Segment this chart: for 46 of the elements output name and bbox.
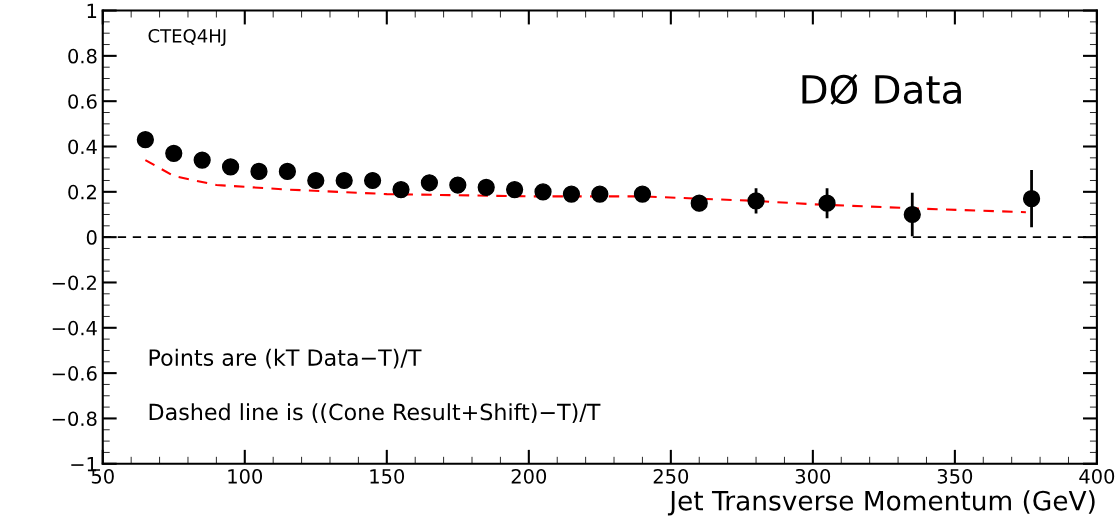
y-tick-label: 0.4 (68, 139, 97, 155)
x-tick-label: 300 (795, 468, 831, 484)
point (690, 194, 708, 212)
point (506, 180, 524, 199)
y-tick-label: 0 (86, 230, 97, 245)
point (477, 178, 495, 196)
x-axis-title: Jet Transverse Momentum (GeV) (667, 490, 1095, 516)
y-tick-label: 0.8 (68, 48, 97, 64)
point (250, 162, 268, 181)
y-tick-label: −0.4 (52, 320, 97, 336)
y-tick-label: 0.6 (68, 94, 97, 109)
x-tick-label: 100 (228, 468, 263, 484)
point (193, 151, 211, 169)
point (335, 171, 353, 190)
point (165, 144, 183, 162)
point (449, 176, 467, 194)
y-tick-label: −0.8 (52, 411, 97, 427)
x-tick-label: 250 (653, 468, 689, 484)
x-tick-label: 150 (370, 468, 405, 484)
y-tick-label: 1 (87, 3, 97, 18)
x-tick-label: 400 (1079, 468, 1115, 484)
point (136, 131, 154, 149)
point (534, 183, 552, 201)
point (221, 158, 240, 176)
annotation: Dashed line is ((Cone Result+Shift)−T)/T (149, 403, 601, 423)
annotation: CTEQ4HJ (148, 28, 226, 46)
y-tick-label: −0.2 (52, 275, 96, 291)
line-series (144, 159, 1027, 214)
annotation: DØ Data (802, 73, 961, 105)
point (420, 174, 439, 192)
point (818, 194, 836, 212)
point (307, 171, 325, 190)
y-tick-label: 0.2 (68, 184, 96, 200)
point (591, 185, 609, 203)
point (392, 180, 410, 199)
point (562, 185, 581, 203)
point (1022, 190, 1041, 208)
point (278, 162, 297, 181)
y-tick-label: −0.6 (52, 366, 97, 381)
annotation: Points are (kT Data−T)/T (149, 348, 422, 369)
point (633, 185, 652, 203)
x-tick-label: 350 (937, 468, 973, 484)
x-tick-label: 200 (511, 468, 547, 484)
point (903, 205, 921, 224)
point (363, 171, 382, 190)
point (747, 192, 765, 210)
